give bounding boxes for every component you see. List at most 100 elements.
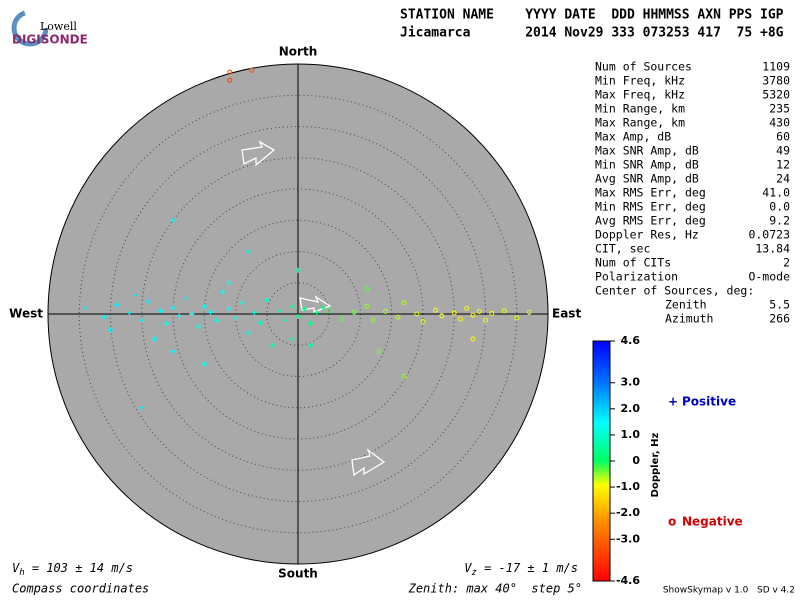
source-positive: [295, 314, 301, 319]
source-negative: [401, 300, 407, 306]
stat-label: Avg SNR Amp, dB: [595, 172, 699, 186]
source-positive: [151, 336, 157, 342]
source-positive: [183, 295, 188, 301]
stat-value: 2: [783, 256, 790, 270]
source-negative: [420, 319, 426, 324]
logo-product: DIGISONDE: [12, 33, 88, 47]
stat-label: Polarization: [595, 270, 678, 284]
source-positive: [239, 300, 245, 306]
source-positive: [201, 304, 207, 309]
source-positive: [170, 305, 176, 311]
colorbar-tick-label: -4.6: [616, 574, 640, 587]
source-positive: [308, 320, 313, 326]
stat-label: CIT, sec: [595, 242, 650, 256]
source-positive: [208, 309, 213, 315]
colorbar: [592, 340, 611, 582]
stat-label: Max RMS Err, deg: [595, 186, 706, 200]
source-positive: [201, 361, 207, 367]
source-positive: [226, 280, 232, 286]
source-negative: [383, 309, 388, 314]
source-positive: [220, 289, 226, 295]
legend-label: Positive: [682, 395, 736, 409]
stat-label: Max Range, km: [595, 116, 685, 130]
source-positive: [145, 299, 151, 304]
stat-value: 49: [776, 144, 790, 158]
source-positive: [289, 304, 295, 309]
source-positive: [226, 306, 232, 312]
source-positive: [314, 310, 320, 316]
source-negative: [227, 69, 233, 75]
legend-marker: +: [668, 395, 678, 409]
center-label: Zenith: [665, 298, 707, 312]
source-positive: [295, 267, 301, 273]
stat-value: 430: [769, 116, 790, 130]
colorbar-title: Doppler, Hz: [650, 433, 661, 498]
source-positive: [158, 308, 163, 314]
source-positive: [164, 320, 170, 326]
source-positive: [320, 305, 326, 311]
center-value: 5.5: [769, 298, 790, 312]
colorbar-tick-label: 1.0: [621, 428, 641, 441]
source-positive: [214, 317, 220, 323]
logo-swirl: [11, 9, 49, 47]
source-negative: [395, 314, 401, 320]
source-positive: [245, 330, 251, 336]
stat-value: 60: [776, 130, 790, 144]
source-positive: [270, 342, 276, 348]
header-labels: STATION NAME YYYY DATE DDD HHMMSS AXN PP…: [400, 8, 784, 23]
source-positive: [289, 336, 295, 342]
source-negative: [439, 313, 445, 319]
stat-value: 1109: [762, 60, 790, 74]
stat-value: 41.0: [762, 186, 790, 200]
source-negative: [364, 304, 370, 309]
stat-value: 0.0723: [748, 228, 790, 242]
source-positive: [176, 313, 182, 319]
stat-label: Avg RMS Err, deg: [595, 214, 706, 228]
source-negative: [489, 310, 495, 316]
logo-brand: Lowell: [40, 20, 77, 33]
source-negative: [414, 311, 420, 317]
source-positive: [170, 217, 176, 223]
source-negative: [339, 316, 345, 322]
colorbar-tick-label: 3.0: [621, 376, 641, 389]
stat-label: Max Freq, kHz: [595, 88, 685, 102]
source-negative: [433, 307, 438, 313]
stat-label: Doppler Res, Hz: [595, 228, 699, 242]
stat-label: Num of Sources: [595, 60, 692, 74]
center-title: Center of Sources, deg:: [595, 284, 754, 298]
source-positive: [301, 306, 307, 312]
source-positive: [245, 249, 251, 254]
stat-value: 13.84: [755, 242, 790, 256]
source-positive: [101, 314, 107, 320]
source-negative: [514, 315, 520, 321]
legend-marker: o: [668, 515, 676, 529]
stat-value: 3780: [762, 74, 790, 88]
source-negative: [351, 309, 357, 315]
source-negative: [376, 349, 382, 354]
stat-value: 24: [776, 172, 790, 186]
stat-value: 9.2: [769, 214, 790, 228]
source-positive: [139, 405, 145, 411]
compass-north: North: [279, 45, 317, 59]
colorbar-tick-label: 2.0: [621, 402, 641, 415]
source-positive: [189, 311, 195, 317]
source-positive: [283, 317, 288, 323]
footer-zenith: Zenith: max 40° step 5°: [408, 582, 582, 596]
source-negative: [227, 77, 233, 83]
source-negative: [364, 286, 370, 292]
stat-value: 12: [776, 158, 790, 172]
source-positive: [233, 315, 238, 321]
source-positive: [258, 320, 263, 326]
stat-value: 235: [769, 102, 790, 116]
source-positive: [108, 327, 113, 333]
colorbar-tick-label: 0: [632, 454, 640, 467]
stat-label: Max SNR Amp, dB: [595, 144, 699, 158]
source-positive: [195, 324, 201, 329]
compass-south: South: [278, 567, 318, 581]
source-positive: [126, 310, 132, 316]
compass-west: West: [9, 307, 43, 321]
source-negative: [470, 312, 476, 318]
stat-label: Num of CITs: [595, 256, 671, 270]
source-negative: [501, 308, 507, 314]
